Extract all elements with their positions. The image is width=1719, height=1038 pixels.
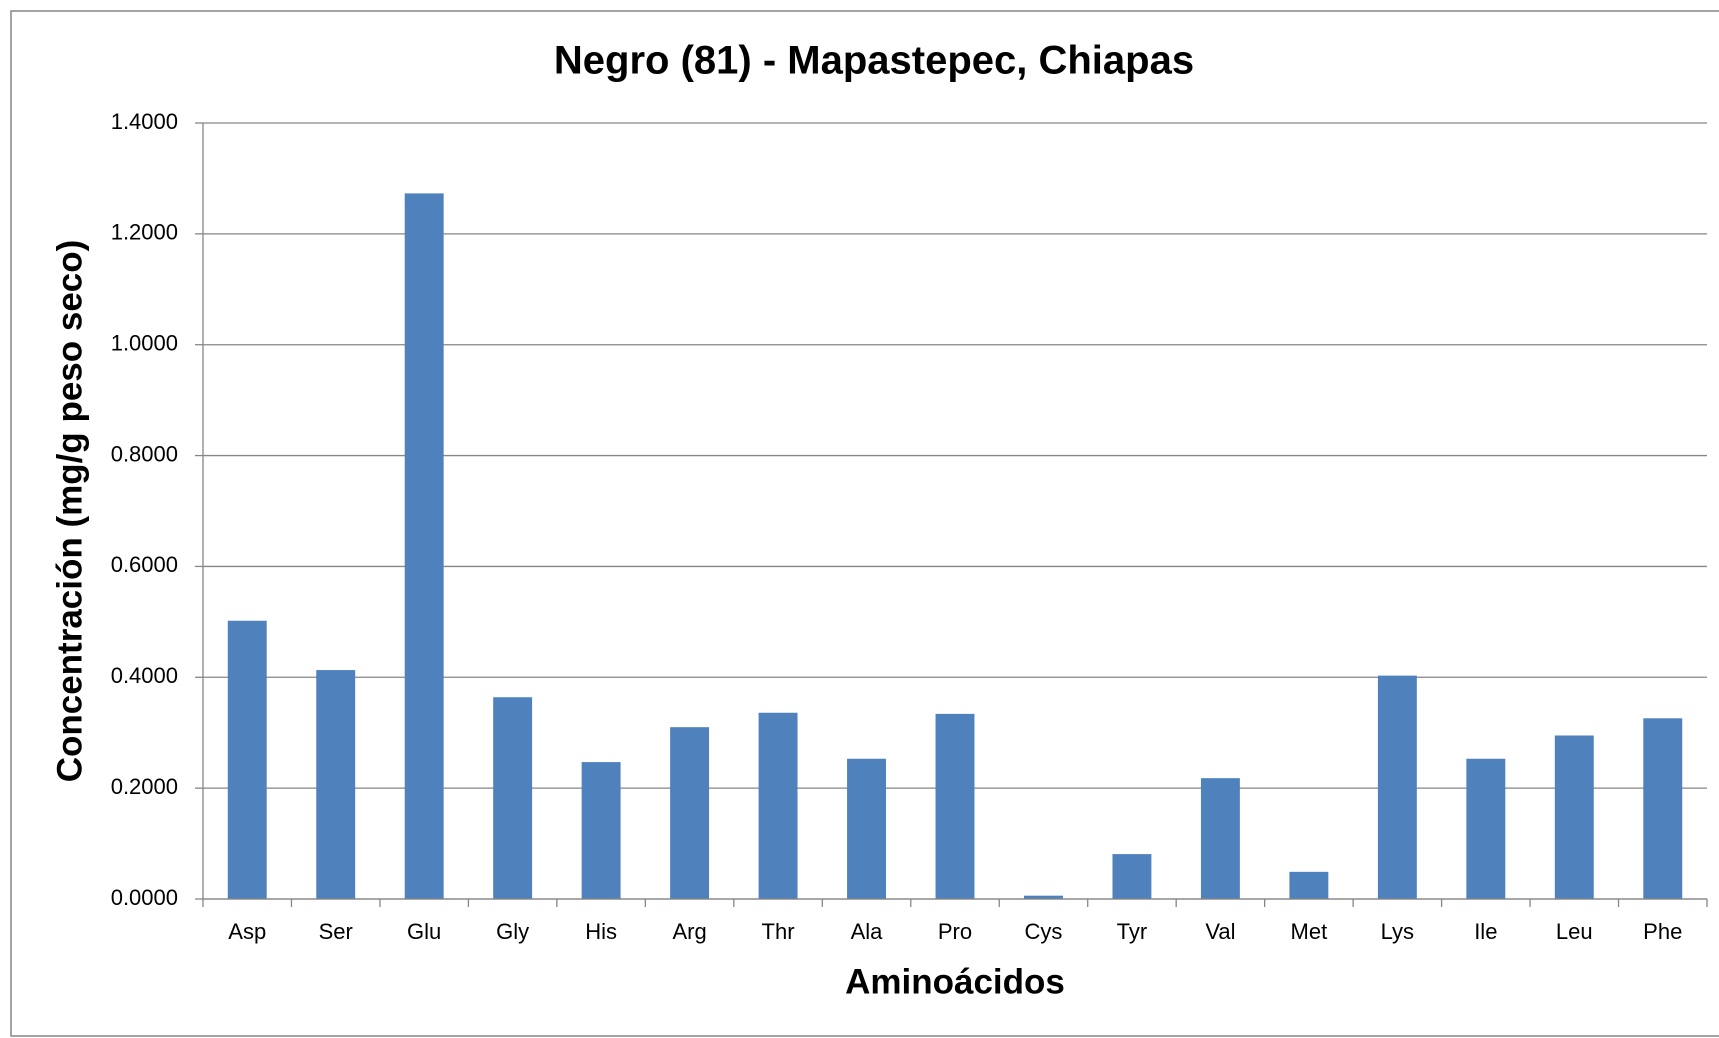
x-axis-title: Aminoácidos (845, 962, 1065, 1001)
x-tick-label: Glu (407, 919, 441, 944)
bar (316, 670, 356, 899)
x-tick-label: Cys (1025, 919, 1063, 944)
x-tick-label: Met (1291, 919, 1328, 944)
bar (404, 193, 444, 899)
x-tick-label: Val (1205, 919, 1235, 944)
bar (1466, 758, 1506, 899)
y-tick-label: 0.8000 (111, 441, 178, 466)
x-tick-label: Asp (228, 919, 266, 944)
bar (758, 712, 798, 899)
x-tick-label: Pro (938, 919, 972, 944)
x-tick-label: Lys (1381, 919, 1414, 944)
bar (1554, 735, 1594, 899)
bar (493, 697, 533, 899)
bar (1024, 895, 1063, 899)
x-tick-label: Ile (1474, 919, 1497, 944)
chart-title: Negro (81) - Mapastepec, Chiapas (554, 39, 1194, 83)
bar (935, 713, 975, 899)
x-tick-label: Ser (319, 919, 353, 944)
x-tick-label: His (585, 919, 617, 944)
y-tick-label: 1.2000 (111, 220, 178, 245)
bar (581, 762, 621, 899)
bar (1200, 778, 1240, 899)
bar (847, 758, 886, 899)
bar (1289, 871, 1329, 899)
x-tick-label: Gly (496, 919, 529, 944)
bar (1643, 718, 1683, 899)
x-tick-label: Ala (851, 919, 884, 944)
y-tick-label: 0.4000 (111, 663, 178, 688)
x-tick-label: Leu (1556, 919, 1593, 944)
x-tick-label: Phe (1643, 919, 1682, 944)
x-tick-label: Arg (672, 919, 706, 944)
x-tick-label: Tyr (1117, 919, 1148, 944)
y-tick-label: 0.0000 (111, 885, 178, 910)
bar (227, 620, 267, 899)
y-tick-label: 0.6000 (111, 552, 178, 577)
y-tick-label: 0.2000 (111, 774, 178, 799)
bar (670, 727, 710, 899)
bar (1112, 854, 1152, 899)
bar (1377, 675, 1417, 899)
x-tick-label: Thr (762, 919, 795, 944)
y-axis-title: Concentración (mg/g peso seco) (50, 240, 89, 783)
y-tick-label: 1.4000 (111, 109, 178, 134)
y-tick-label: 1.0000 (111, 331, 178, 356)
